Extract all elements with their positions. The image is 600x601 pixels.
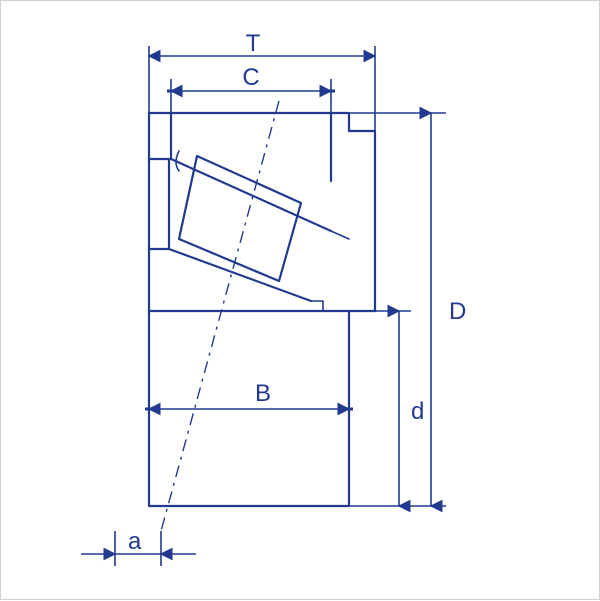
label-T: T <box>246 30 261 57</box>
bearing-body <box>149 113 375 506</box>
dimension-set <box>81 46 446 566</box>
label-B: B <box>255 380 271 407</box>
label-a: a <box>128 528 142 555</box>
cone-backface-rib <box>149 159 169 249</box>
label-d: d <box>411 398 424 425</box>
diagram-canvas: T C B D d a <box>0 0 600 600</box>
outer-profile <box>149 113 375 506</box>
cone-front-rib <box>311 301 323 311</box>
roller <box>179 156 301 281</box>
label-D: D <box>449 298 466 325</box>
bearing-cross-section-svg: T C B D d a <box>1 1 600 601</box>
label-C: C <box>242 64 259 91</box>
cup-chamfer-right <box>331 231 349 239</box>
cone-raceway <box>169 249 311 301</box>
